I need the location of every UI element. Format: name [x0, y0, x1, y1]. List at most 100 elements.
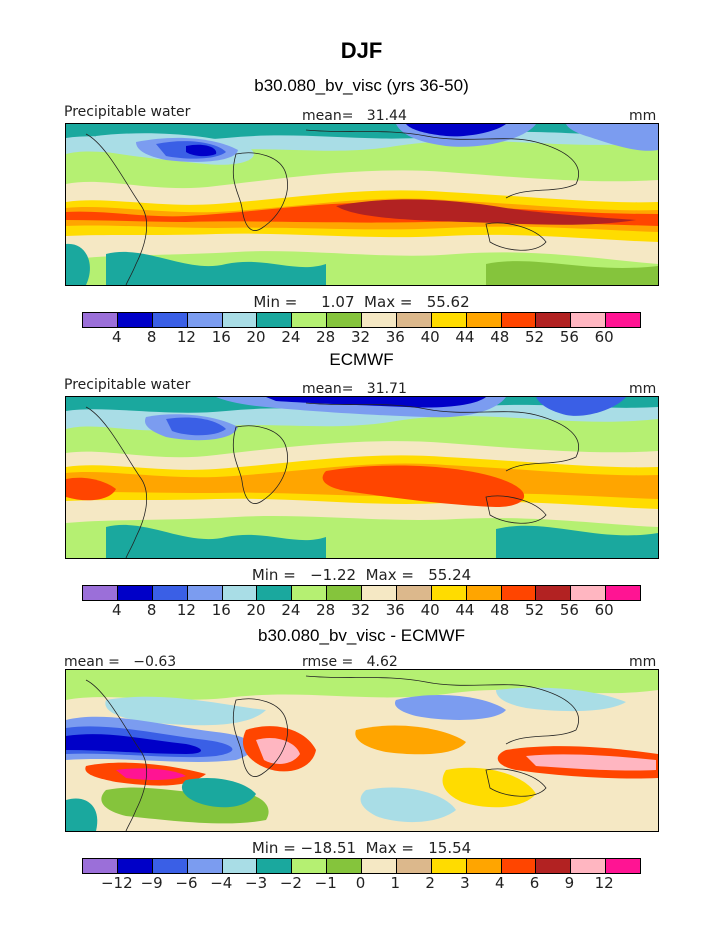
colorbar-swatch — [501, 586, 537, 600]
colorbar-tick-label: 8 — [146, 601, 157, 619]
panel1-left-label: Precipitable water — [64, 104, 191, 120]
panel2-colorbar-ticks: 4 8 12 16 20 24 28 32 36 40 44 48 52 56 60 — [82, 601, 641, 619]
colorbar-tick-label: 12 — [176, 601, 196, 619]
colorbar-swatch — [327, 859, 362, 873]
colorbar-swatch — [396, 313, 432, 327]
figure-title: DJF — [340, 38, 383, 63]
colorbar-swatch — [606, 859, 640, 873]
colorbar-tick-label: 40 — [420, 328, 440, 346]
colorbar-tick-label: 4 — [112, 328, 122, 346]
panel2-center-label: mean= 31.71 — [302, 381, 407, 397]
colorbar-swatch — [222, 313, 258, 327]
colorbar-tick-label: 56 — [559, 328, 579, 346]
colorbar-swatch — [152, 313, 188, 327]
panel2-title: ECMWF — [329, 350, 394, 369]
colorbar-swatch — [222, 859, 258, 873]
colorbar-swatch — [327, 586, 362, 600]
colorbar-swatch — [362, 313, 397, 327]
panel3-right-label: mm — [629, 654, 657, 670]
colorbar-tick-label: 16 — [211, 601, 231, 619]
colorbar-swatch — [257, 586, 293, 600]
panel3-title: b30.080_bv_visc - ECMWF — [258, 626, 465, 645]
colorbar-swatch — [536, 313, 572, 327]
panel3-colorbar — [82, 858, 641, 874]
panel1-map — [65, 123, 659, 286]
colorbar-swatch — [222, 586, 258, 600]
colorbar-swatch — [466, 859, 502, 873]
colorbar-tick-label: 32 — [350, 601, 371, 619]
colorbar-swatch — [571, 586, 607, 600]
colorbar-tick-label: −1 — [314, 874, 337, 892]
colorbar-tick-label: 6 — [529, 874, 540, 892]
colorbar-tick-label: −2 — [279, 874, 302, 892]
colorbar-swatch — [431, 313, 467, 327]
panel2-left-label: Precipitable water — [64, 377, 191, 393]
colorbar-tick-label: 20 — [246, 601, 266, 619]
colorbar-tick-label: 8 — [146, 328, 157, 346]
colorbar-tick-label: 28 — [316, 601, 336, 619]
colorbar-tick-label: 3 — [460, 874, 470, 892]
panel2-min-max: Min = −1.22 Max = 55.24 — [251, 566, 472, 584]
colorbar-tick-label: 0 — [355, 874, 366, 892]
colorbar-tick-label: 60 — [594, 328, 614, 346]
colorbar-swatch — [117, 313, 153, 327]
panel3-left-label: mean = −0.63 — [64, 654, 177, 670]
colorbar-swatch — [327, 313, 362, 327]
panel3-colorbar-ticks: −12 −9 −6 −4 −3 −2 −1 0 1 2 3 4 6 9 12 — [82, 874, 641, 892]
colorbar-tick-label: 52 — [525, 601, 545, 619]
panel3-center-label: rmse = 4.62 — [302, 654, 398, 670]
colorbar-swatch — [83, 313, 118, 327]
colorbar-tick-label: 44 — [455, 601, 475, 619]
colorbar-tick-label: 36 — [385, 328, 405, 346]
panel1-colorbar — [82, 312, 641, 328]
colorbar-swatch — [292, 859, 328, 873]
colorbar-swatch — [536, 586, 572, 600]
colorbar-tick-label: −12 — [100, 874, 133, 892]
colorbar-tick-label: −6 — [175, 874, 198, 892]
colorbar-tick-label: 12 — [176, 328, 196, 346]
colorbar-tick-label: 1 — [390, 874, 401, 892]
colorbar-swatch — [152, 586, 188, 600]
colorbar-tick-label: 12 — [594, 874, 614, 892]
colorbar-swatch — [292, 313, 328, 327]
colorbar-tick-label: 16 — [211, 328, 231, 346]
colorbar-tick-label: 40 — [420, 601, 440, 619]
colorbar-swatch — [571, 313, 607, 327]
colorbar-swatch — [362, 859, 397, 873]
colorbar-swatch — [466, 586, 502, 600]
figure-subtitle: b30.080_bv_visc (yrs 36-50) — [254, 76, 469, 95]
colorbar-tick-label: 52 — [525, 328, 545, 346]
colorbar-tick-label: 60 — [594, 601, 614, 619]
colorbar-swatch — [396, 586, 432, 600]
colorbar-swatch — [187, 586, 223, 600]
panel3-map — [65, 669, 659, 832]
colorbar-swatch — [501, 859, 537, 873]
colorbar-swatch — [257, 313, 293, 327]
colorbar-swatch — [187, 313, 223, 327]
panel1-colorbar-ticks: 4 8 12 16 20 24 28 32 36 40 44 48 52 56 60 — [82, 328, 641, 346]
colorbar-tick-label: 44 — [455, 328, 475, 346]
colorbar-swatch — [431, 586, 467, 600]
colorbar-swatch — [257, 859, 293, 873]
colorbar-swatch — [571, 859, 607, 873]
colorbar-tick-label: 20 — [246, 328, 266, 346]
panel1-min-max: Min = 1.07 Max = 55.62 — [253, 293, 470, 311]
colorbar-tick-label: −3 — [245, 874, 268, 892]
colorbar-tick-label: 32 — [350, 328, 371, 346]
panel2-map — [65, 396, 659, 559]
colorbar-tick-label: 28 — [316, 328, 336, 346]
panel3-min-max: Min = −18.51 Max = 15.54 — [251, 839, 472, 857]
colorbar-swatch — [431, 859, 467, 873]
colorbar-tick-label: 48 — [490, 328, 510, 346]
colorbar-tick-label: −4 — [210, 874, 233, 892]
colorbar-tick-label: 2 — [425, 874, 435, 892]
panel2-contour-map — [66, 397, 658, 558]
colorbar-swatch — [83, 859, 118, 873]
colorbar-tick-label: 4 — [112, 601, 122, 619]
colorbar-swatch — [606, 586, 640, 600]
colorbar-swatch — [187, 859, 223, 873]
colorbar-swatch — [501, 313, 537, 327]
colorbar-tick-label: 36 — [385, 601, 405, 619]
colorbar-tick-label: 24 — [281, 328, 301, 346]
panel3-contour-map — [66, 670, 658, 831]
